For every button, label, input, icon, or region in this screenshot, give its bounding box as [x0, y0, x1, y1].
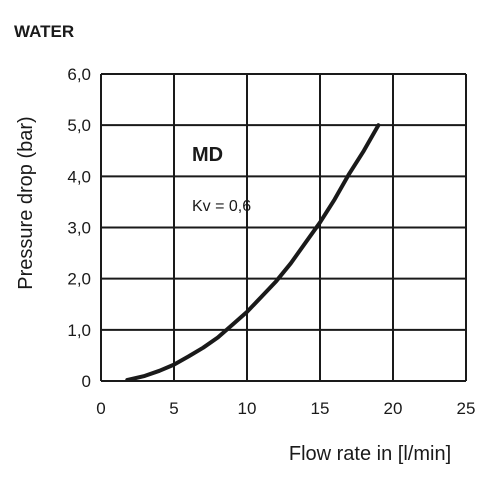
- grid: [100, 73, 467, 382]
- y-axis-ticks: 0 1,0 2,0 3,0 4,0 5,0 6,0: [67, 65, 91, 391]
- x-axis-ticks: 0 5 10 15 20 25: [96, 399, 475, 418]
- y-tick-label: 4,0: [67, 167, 91, 186]
- y-tick-label: 1,0: [67, 321, 91, 340]
- x-tick-label: 5: [169, 399, 178, 418]
- x-tick-label: 25: [457, 399, 476, 418]
- y-tick-label: 5,0: [67, 116, 91, 135]
- x-tick-label: 0: [96, 399, 105, 418]
- y-tick-label: 3,0: [67, 219, 91, 238]
- y-tick-label: 2,0: [67, 270, 91, 289]
- x-tick-label: 10: [238, 399, 257, 418]
- series-line-md: [125, 123, 381, 382]
- x-tick-label: 20: [384, 399, 403, 418]
- x-tick-label: 15: [311, 399, 330, 418]
- y-tick-label: 6,0: [67, 65, 91, 84]
- y-tick-label: 0: [82, 372, 91, 391]
- x-axis-title: Flow rate in [l/min]: [289, 443, 451, 465]
- y-axis-title: Pressure drop (bar): [15, 116, 37, 289]
- chart-heading: WATER: [14, 22, 74, 41]
- annotation-model: MD: [192, 144, 223, 166]
- annotation-kv: Kv = 0,6: [192, 198, 251, 215]
